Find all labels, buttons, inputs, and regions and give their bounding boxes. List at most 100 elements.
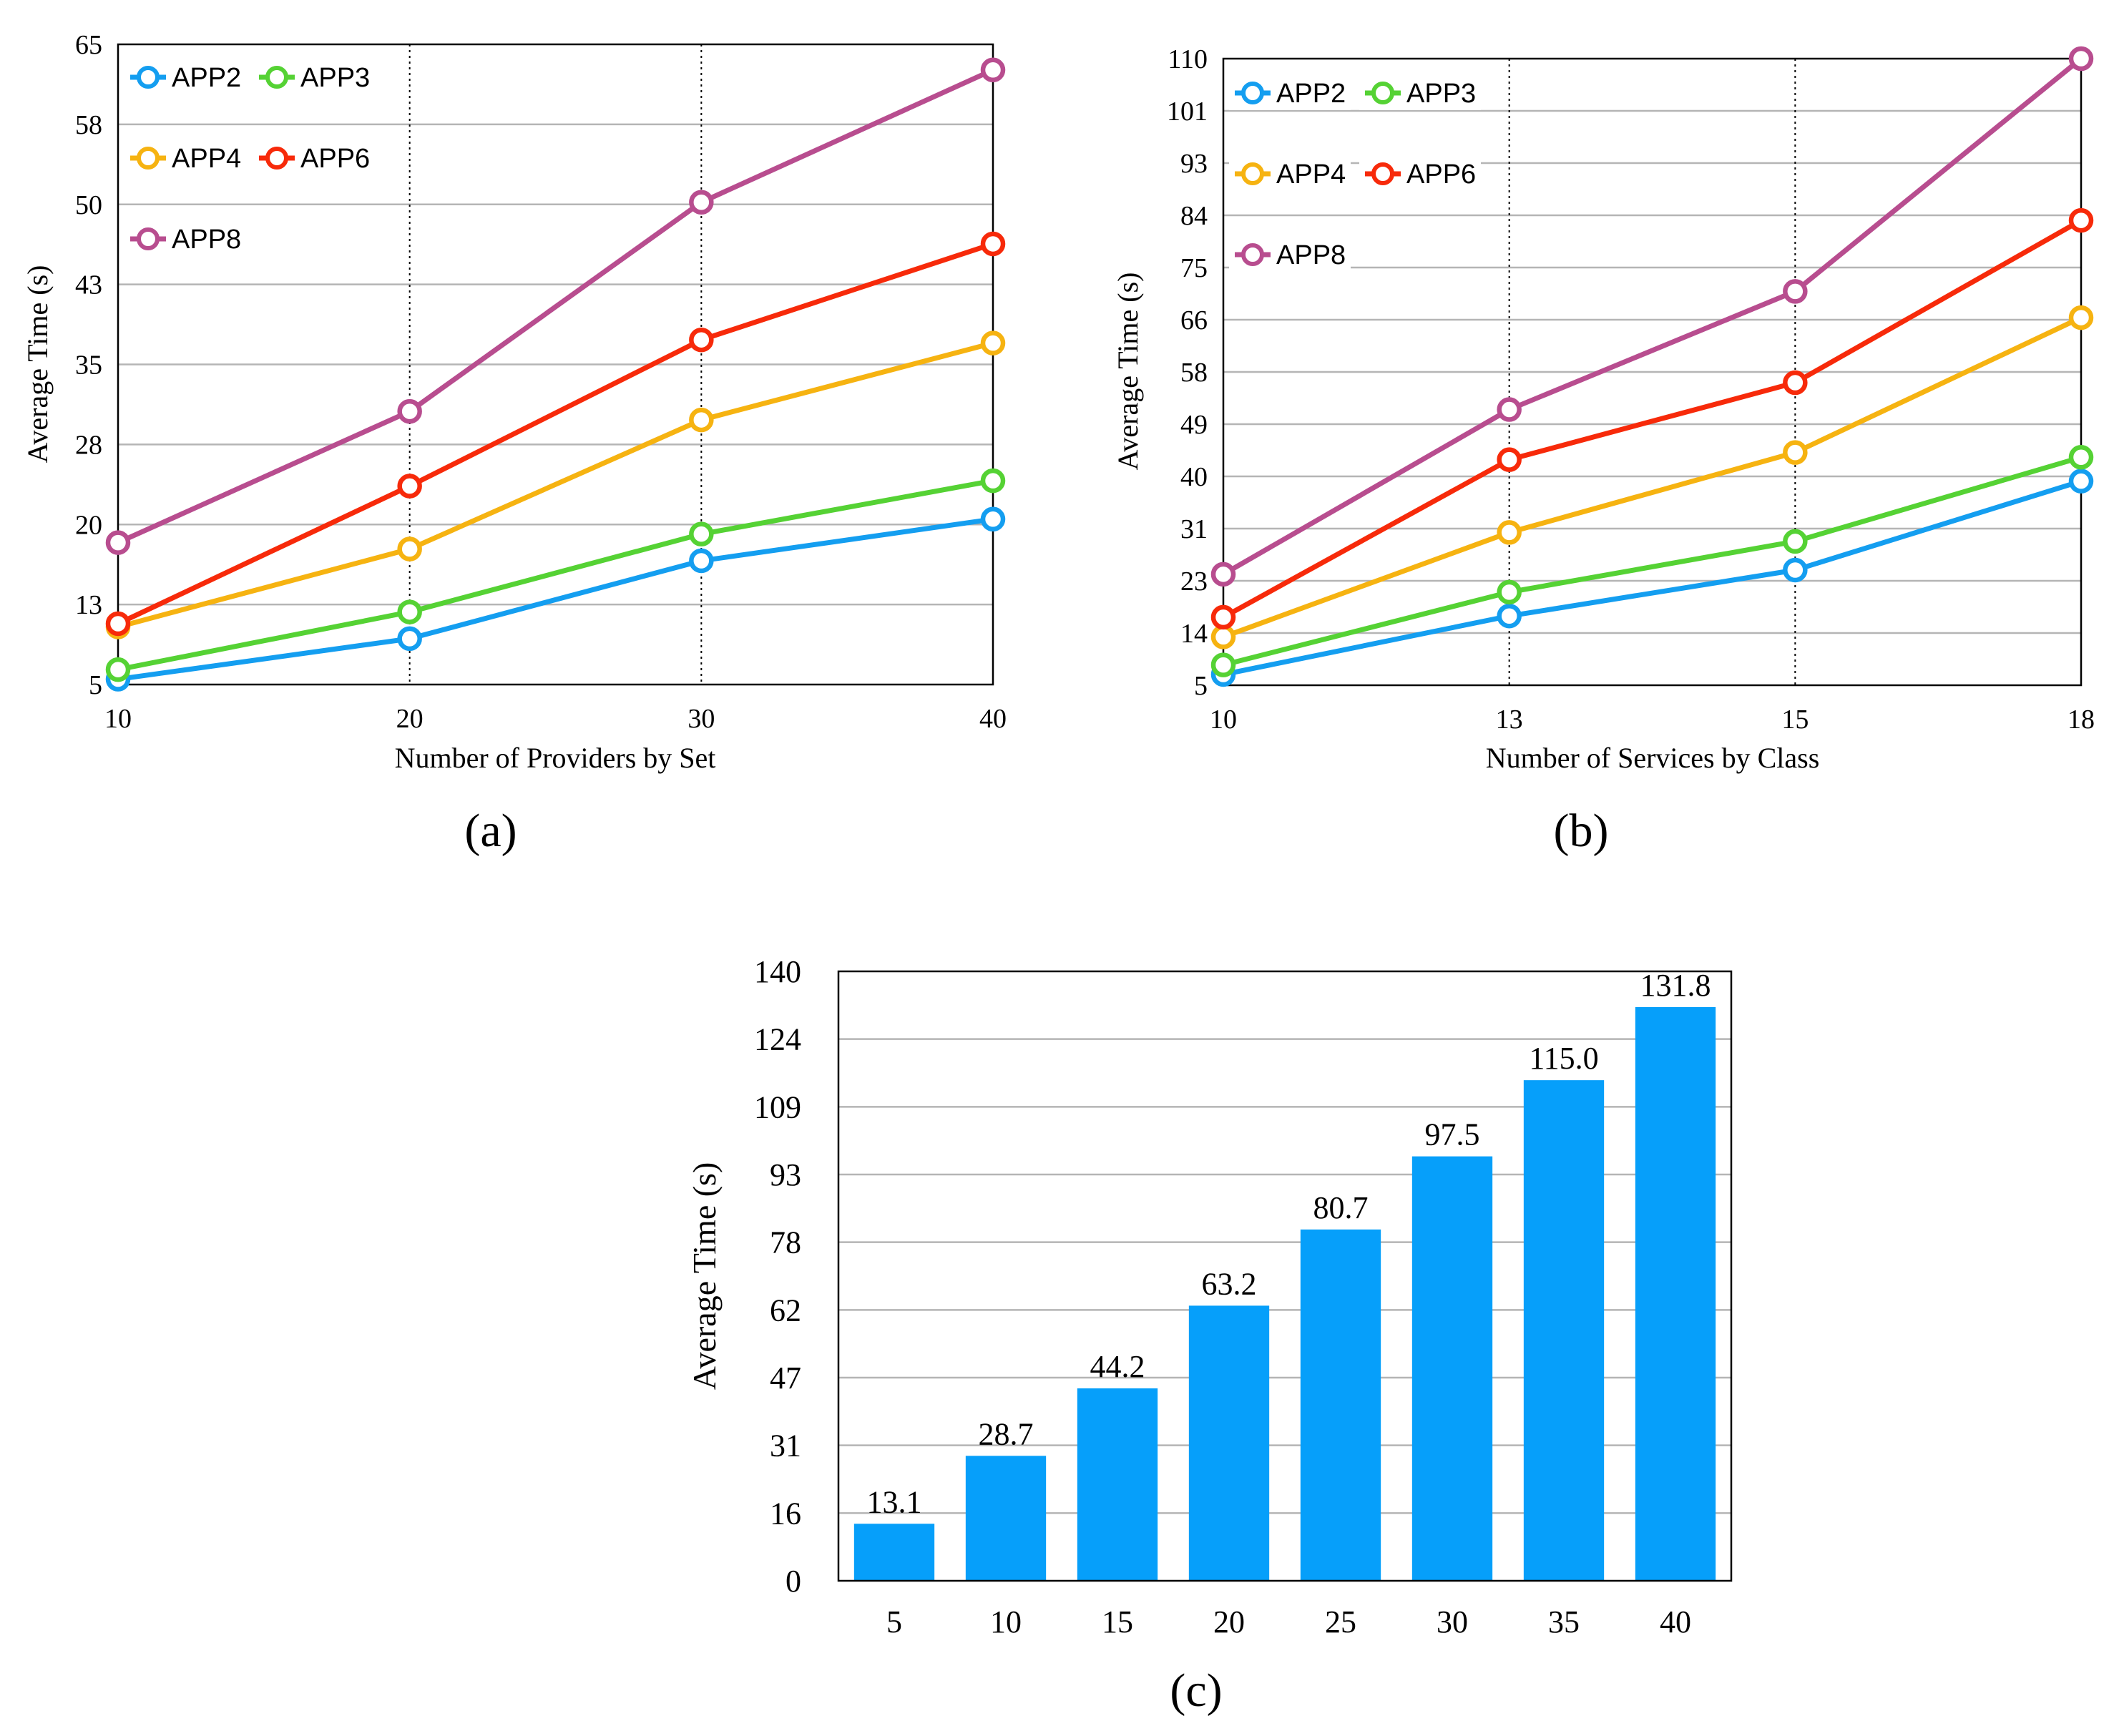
- chart-b-x-tick-label: 18: [2067, 705, 2095, 735]
- chart-a-vertical-dotted-lines: [408, 44, 703, 685]
- chart-c-bar: [1077, 1388, 1158, 1581]
- chart-a-legend-item-app8: APP8: [124, 222, 246, 256]
- chart-c-bar-value-label: 80.7: [1313, 1190, 1369, 1225]
- chart-c-bar: [853, 1524, 935, 1581]
- chart-b-panel-label: (b): [1554, 805, 1609, 857]
- chart-a-point-app8: [397, 398, 422, 424]
- chart-b-legend-label: APP4: [1276, 160, 1346, 190]
- chart-b-series-line-app6: [1222, 218, 2083, 619]
- chart-a-gridlines: [118, 123, 993, 606]
- chart-b-y-tick-label: 93: [1180, 149, 1208, 179]
- chart-c-bar: [1411, 1156, 1493, 1581]
- chart-c-bar: [1188, 1305, 1270, 1581]
- chart-c-y-tick-labels: 0 16 31 47 62 78 93 109 124 140: [754, 954, 801, 1599]
- chart-b-y-tick-labels: 5 14 23 31 40 49 58 66 75 84 93 101 110: [1167, 44, 1208, 701]
- chart-b-point-app8: [1783, 279, 1808, 304]
- chart-b-plot-frame: [1222, 57, 2083, 687]
- chart-c-y-tick-label: 93: [770, 1157, 801, 1192]
- chart-a-x-axis-label: Number of Providers by Set: [395, 742, 716, 774]
- chart-a-point-app3: [689, 521, 714, 546]
- chart-a-point-app4: [980, 330, 1006, 355]
- chart-b-legend-swatch-marker: [1241, 82, 1264, 104]
- chart-a-legend: APP2 APP3 APP4 APP6 APP8: [124, 60, 375, 256]
- chart-a-point-app6: [980, 231, 1006, 257]
- chart-a-x-tick-label: 40: [979, 704, 1007, 734]
- chart-b-y-axis-label: Average Time (s): [1112, 273, 1144, 471]
- chart-b-y-tick-label: 5: [1194, 671, 1208, 701]
- chart-b-legend-label: APP3: [1406, 79, 1476, 109]
- chart-c-y-tick-label: 62: [770, 1293, 801, 1328]
- chart-b-legend: APP2 APP3 APP4 APP6 APP8: [1229, 76, 1481, 272]
- chart-a-y-tick-labels: 5 13 20 28 35 43 50 58 65: [75, 30, 102, 700]
- chart-c-data-labels: 13.1 28.7 44.2 63.2 80.7 97.5 115.0 131.8: [867, 968, 1711, 1519]
- chart-b-point-app6: [1497, 447, 1522, 472]
- chart-b-point-app2: [2068, 469, 2094, 494]
- chart-a-legend-swatch-marker: [137, 227, 160, 250]
- chart-b-y-tick-label: 101: [1167, 97, 1208, 127]
- chart-a-legend-label: APP6: [300, 144, 370, 174]
- chart-b-point-app4: [1783, 440, 1808, 465]
- chart-a-series-line-app4: [117, 340, 994, 629]
- chart-c-bar-value-label: 131.8: [1640, 968, 1711, 1003]
- chart-a-y-tick-label: 5: [89, 670, 102, 700]
- chart-b-x-tick-label: 15: [1781, 705, 1809, 735]
- chart-a-point-app4: [397, 536, 422, 561]
- chart-c-y-tick-label: 78: [770, 1225, 801, 1260]
- chart-b-point-app3: [1210, 652, 1236, 677]
- chart-a-series-line-app3: [117, 478, 994, 672]
- chart-b-y-tick-label: 40: [1180, 462, 1208, 492]
- chart-a-point-app2: [980, 506, 1006, 532]
- chart-c: 13.1 28.7 44.2 63.2 80.7 97.5 115.0 131.8 0 16 31…: [686, 954, 1733, 1717]
- chart-b-series: [1210, 46, 2094, 687]
- chart-a-point-app8: [980, 57, 1006, 83]
- chart-b-y-tick-label: 23: [1180, 567, 1208, 597]
- chart-c-y-tick-label: 124: [754, 1022, 801, 1057]
- chart-b-y-tick-label: 49: [1180, 410, 1208, 440]
- chart-b-y-tick-label: 84: [1180, 201, 1208, 231]
- chart-b-point-app3: [1783, 529, 1808, 554]
- chart-a-point-app6: [397, 474, 422, 499]
- chart-b-x-tick-label: 13: [1496, 705, 1523, 735]
- chart-a-legend-swatch-marker: [265, 147, 288, 170]
- chart-c-y-tick-label: 16: [770, 1496, 801, 1531]
- chart-b-point-app8: [1210, 561, 1236, 587]
- chart-a-y-tick-label: 50: [75, 190, 102, 220]
- chart-c-x-tick-label: 25: [1325, 1604, 1356, 1639]
- chart-a-y-tick-label: 65: [75, 30, 102, 60]
- chart-b-legend-swatch-marker: [1371, 162, 1394, 185]
- chart-b-y-tick-label: 66: [1180, 305, 1208, 335]
- chart-a-y-tick-label: 43: [75, 270, 102, 300]
- chart-c-y-tick-label: 0: [786, 1564, 801, 1599]
- chart-b-legend-swatch-marker: [1241, 162, 1264, 185]
- chart-a-point-app8: [105, 530, 131, 555]
- chart-c-panel-label: (c): [1170, 1664, 1222, 1717]
- chart-b-gridlines: [1223, 109, 2081, 634]
- chart-a-legend-label: APP3: [300, 63, 370, 93]
- chart-c-x-tick-label: 40: [1660, 1604, 1691, 1639]
- chart-a-x-tick-label: 10: [104, 704, 132, 734]
- chart-b-y-tick-label: 31: [1180, 514, 1208, 544]
- chart-a-legend-item-app2: APP2: [124, 60, 246, 94]
- chart-b-x-axis-label: Number of Services by Class: [1486, 742, 1820, 774]
- chart-b-y-tick-label: 14: [1180, 619, 1208, 649]
- chart-a-point-app2: [689, 548, 714, 574]
- chart-a-panel-label: (a): [464, 805, 517, 857]
- chart-b-point-app8: [2068, 46, 2094, 72]
- chart-b-point-app8: [1497, 397, 1522, 422]
- chart-c-bar-value-label: 63.2: [1202, 1266, 1257, 1301]
- chart-a-legend-item-app4: APP4: [124, 141, 246, 175]
- chart-a-series-line-app6: [117, 241, 994, 627]
- chart-c-bar-value-label: 44.2: [1090, 1349, 1145, 1384]
- chart-b-series-line-app3: [1223, 454, 2082, 668]
- chart-a-x-tick-label: 20: [396, 704, 424, 734]
- chart-a-legend-label: APP8: [172, 225, 241, 255]
- chart-a-plot-frame: [117, 43, 994, 686]
- chart-b-x-tick-labels: 10 13 15 18: [1210, 705, 2095, 735]
- chart-a-point-app3: [980, 468, 1006, 494]
- chart-b-legend-item-app3: APP3: [1359, 76, 1481, 110]
- chart-c-y-tick-label: 140: [754, 954, 801, 989]
- chart-c-x-tick-label: 5: [886, 1604, 902, 1639]
- chart-a-y-tick-label: 58: [75, 110, 102, 140]
- chart-c-x-tick-label: 15: [1102, 1604, 1133, 1639]
